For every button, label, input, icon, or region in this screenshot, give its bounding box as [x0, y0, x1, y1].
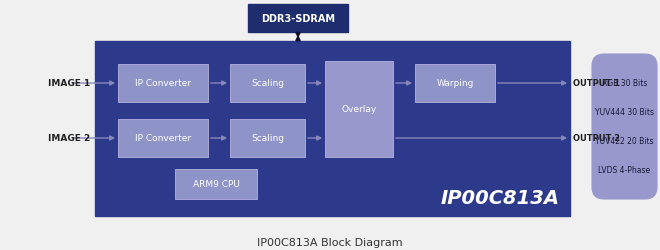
Text: Warping: Warping [436, 79, 474, 88]
Text: ARM9 CPU: ARM9 CPU [193, 180, 240, 189]
FancyBboxPatch shape [248, 5, 348, 33]
FancyBboxPatch shape [592, 55, 657, 199]
Text: Scaling: Scaling [251, 79, 284, 88]
FancyBboxPatch shape [95, 42, 570, 216]
Text: YUV422 20 Bits: YUV422 20 Bits [595, 137, 654, 146]
Text: IMAGE 2: IMAGE 2 [48, 134, 90, 143]
Text: LVDS 4-Phase: LVDS 4-Phase [599, 166, 651, 175]
Text: OUTPUT 1: OUTPUT 1 [573, 79, 620, 88]
FancyBboxPatch shape [118, 65, 208, 102]
FancyBboxPatch shape [325, 62, 393, 157]
Text: IP00C813A Block Diagram: IP00C813A Block Diagram [257, 237, 403, 247]
FancyBboxPatch shape [230, 65, 305, 102]
Text: IP00C813A: IP00C813A [441, 189, 560, 208]
Text: IMAGE 1: IMAGE 1 [48, 79, 90, 88]
Text: IP Converter: IP Converter [135, 134, 191, 143]
Text: RGB 30 Bits: RGB 30 Bits [602, 79, 647, 88]
Text: Overlay: Overlay [341, 105, 377, 114]
Text: DDR3-SDRAM: DDR3-SDRAM [261, 14, 335, 24]
Text: OUTPUT 2: OUTPUT 2 [573, 134, 620, 143]
FancyBboxPatch shape [415, 65, 495, 102]
FancyBboxPatch shape [230, 120, 305, 157]
FancyBboxPatch shape [175, 169, 257, 199]
Text: Scaling: Scaling [251, 134, 284, 143]
FancyBboxPatch shape [118, 120, 208, 157]
Text: IP Converter: IP Converter [135, 79, 191, 88]
Text: YUV444 30 Bits: YUV444 30 Bits [595, 108, 654, 117]
